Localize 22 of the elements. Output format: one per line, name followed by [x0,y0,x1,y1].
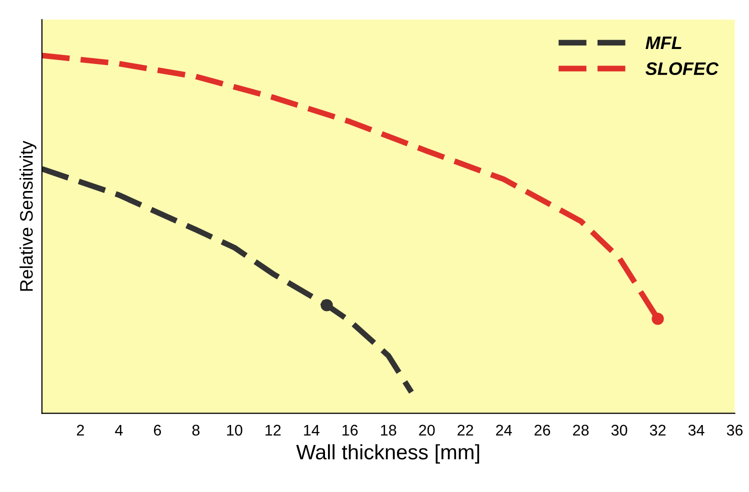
x-tick-label: 18 [381,424,396,436]
x-tick-label: 14 [304,424,320,436]
x-tick-label: 26 [534,424,550,436]
x-tick-label: 36 [726,424,743,436]
x-tick-label: 32 [650,424,666,436]
x-tick-label: 28 [573,424,589,436]
x-tick-label: 24 [496,424,512,436]
x-tick-label: 12 [266,424,281,436]
x-tick-label: 30 [611,424,628,436]
x-tick-label: 8 [192,424,200,436]
x-tick-label: 20 [419,424,435,436]
x-tick-label: 4 [115,424,123,436]
x-axis-title: Wall thickness [mm] [296,444,480,464]
x-tick-label: 10 [227,424,242,436]
x-tick-label: 2 [76,424,84,436]
y-axis-title: Relative Sensitivity [20,140,36,291]
legend-label: MFL [646,36,682,50]
x-tick-label: 6 [154,424,161,436]
x-tick-label: 16 [342,424,358,436]
legend-label: SLOFEC [646,62,719,76]
x-tick-label: 22 [458,424,474,436]
x-tick-label: 34 [688,424,704,436]
